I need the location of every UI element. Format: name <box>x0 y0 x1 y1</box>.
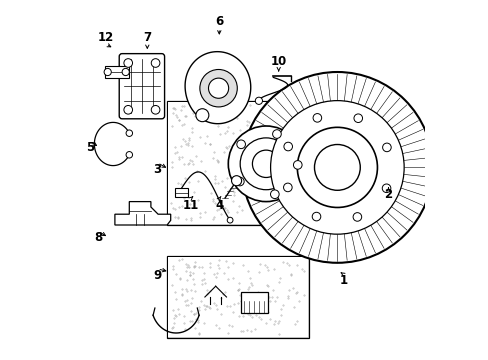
Circle shape <box>297 127 377 207</box>
Circle shape <box>227 217 232 223</box>
Text: 12: 12 <box>98 31 114 44</box>
Bar <box>168 257 307 337</box>
Circle shape <box>255 97 262 104</box>
Bar <box>241 292 267 313</box>
Text: 7: 7 <box>143 31 151 44</box>
Polygon shape <box>381 171 392 186</box>
Circle shape <box>311 212 320 221</box>
Bar <box>175 188 187 197</box>
Bar <box>167 101 325 225</box>
Circle shape <box>126 130 132 136</box>
FancyBboxPatch shape <box>105 66 128 78</box>
Text: 1: 1 <box>339 274 347 287</box>
Circle shape <box>272 130 281 138</box>
Text: 4: 4 <box>215 199 223 212</box>
Circle shape <box>270 190 279 199</box>
Circle shape <box>200 69 237 107</box>
Circle shape <box>352 213 361 221</box>
Circle shape <box>123 59 132 67</box>
Circle shape <box>314 144 360 190</box>
Circle shape <box>270 100 404 234</box>
Circle shape <box>151 105 160 114</box>
Text: 3: 3 <box>153 163 161 176</box>
Circle shape <box>126 152 132 158</box>
Circle shape <box>236 140 245 149</box>
Text: 8: 8 <box>94 231 102 244</box>
Circle shape <box>312 113 321 122</box>
Text: 9: 9 <box>153 269 161 282</box>
Circle shape <box>382 143 390 152</box>
Circle shape <box>293 161 302 169</box>
Circle shape <box>353 114 362 122</box>
Circle shape <box>228 126 303 202</box>
Text: 10: 10 <box>270 55 286 68</box>
Circle shape <box>123 105 132 114</box>
Polygon shape <box>185 51 250 124</box>
Text: 2: 2 <box>384 188 392 201</box>
Circle shape <box>252 150 279 177</box>
Circle shape <box>284 142 292 151</box>
Circle shape <box>231 176 241 186</box>
Circle shape <box>235 177 244 186</box>
Bar <box>168 102 324 224</box>
Polygon shape <box>115 202 170 225</box>
Circle shape <box>240 138 291 190</box>
Bar <box>167 256 309 338</box>
Circle shape <box>151 59 160 67</box>
Circle shape <box>242 72 432 263</box>
Circle shape <box>196 109 208 122</box>
Circle shape <box>283 183 291 192</box>
Text: 5: 5 <box>85 141 94 154</box>
Text: 11: 11 <box>182 199 198 212</box>
Circle shape <box>208 78 228 98</box>
Text: 6: 6 <box>215 15 223 28</box>
Circle shape <box>104 68 111 76</box>
FancyBboxPatch shape <box>119 54 164 119</box>
Circle shape <box>122 68 129 76</box>
Circle shape <box>382 184 390 193</box>
